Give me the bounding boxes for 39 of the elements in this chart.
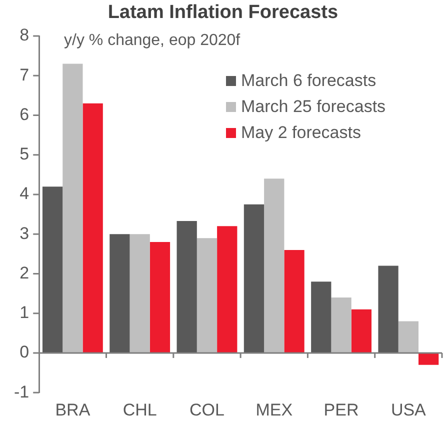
x-tick-label: USA [390, 400, 427, 420]
y-tick-label: 6 [20, 104, 30, 124]
bar [398, 321, 418, 353]
bar [418, 352, 439, 365]
bar [264, 178, 284, 353]
x-tick-label: BRA [55, 400, 91, 420]
x-tick-label: MEX [256, 400, 293, 420]
chart-title: Latam Inflation Forecasts [106, 2, 340, 24]
bar [62, 64, 83, 353]
legend-label: March 25 forecasts [241, 97, 386, 117]
bar [284, 250, 304, 353]
y-tick-label: 8 [20, 26, 30, 45]
bar [176, 221, 197, 353]
legend-label: March 6 forecasts [241, 71, 376, 91]
x-tick-label: PER [324, 400, 359, 420]
y-tick-label: 3 [20, 224, 30, 243]
bar [351, 309, 372, 353]
y-tick-label: 2 [20, 263, 30, 282]
y-tick-label: 4 [20, 184, 30, 204]
bar [42, 186, 63, 353]
bar [196, 238, 218, 353]
y-tick-label: 5 [20, 144, 30, 164]
legend-label: May 2 forecasts [241, 123, 361, 143]
y-tick-label: 7 [20, 65, 30, 84]
y-tick-label: 0 [20, 342, 30, 362]
y-tick-label: -1 [14, 382, 30, 402]
bar [217, 226, 238, 353]
x-tick-label: COL [190, 400, 224, 420]
bar [331, 298, 352, 353]
bar [110, 234, 130, 353]
x-tick-label: CHL [122, 400, 157, 420]
chart-subtitle: y/y % change, eop 2020f [64, 32, 240, 50]
bar [82, 103, 103, 353]
bar [130, 234, 150, 353]
bar [311, 282, 332, 353]
bar [378, 266, 398, 353]
y-tick-label: 1 [20, 303, 30, 322]
bar [244, 204, 264, 353]
bar [150, 242, 170, 353]
